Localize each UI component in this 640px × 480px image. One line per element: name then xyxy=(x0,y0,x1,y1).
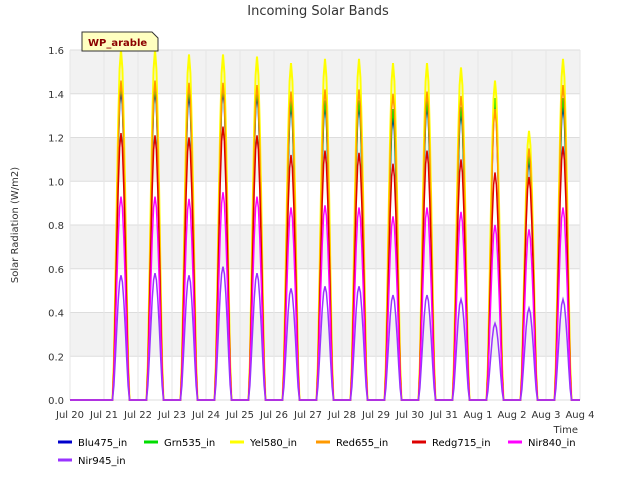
legend-label: Nir945_in xyxy=(78,456,126,467)
grid-band xyxy=(70,312,580,357)
site-badge-label: WP_arable xyxy=(88,38,147,49)
legend-label: Grn535_in xyxy=(164,438,215,449)
y-tick-label: 1.2 xyxy=(48,134,64,145)
x-axis-label: Time xyxy=(553,425,578,436)
series-line-nir945-in xyxy=(70,266,580,401)
series-line-red655-in xyxy=(70,80,580,401)
x-tick-label: Jul 29 xyxy=(361,410,390,421)
chart-title: Incoming Solar Bands xyxy=(247,4,389,19)
x-tick-label: Jul 27 xyxy=(293,410,322,421)
x-tick-label: Jul 22 xyxy=(123,410,152,421)
x-tick-label: Jul 24 xyxy=(191,410,220,421)
x-tick-label: Aug 4 xyxy=(565,410,594,421)
grid-lines xyxy=(69,49,581,401)
y-tick-label: 0.0 xyxy=(48,396,64,407)
y-tick-label: 0.8 xyxy=(48,221,64,232)
site-badge: WP_arable xyxy=(81,31,159,52)
y-tick-label: 0.6 xyxy=(48,265,64,276)
x-tick-label: Aug 3 xyxy=(531,410,560,421)
x-ticks: Jul 20 Jul 21 Jul 22 Jul 23 Jul 24 Jul 25 Jul … xyxy=(55,410,595,421)
y-tick-label: 1.0 xyxy=(48,177,64,188)
y-axis-label: Solar Radiation (W/m2) xyxy=(10,167,21,283)
y-tick-label: 0.2 xyxy=(48,352,64,363)
legend-label: Nir840_in xyxy=(528,438,576,449)
y-tick-label: 1.6 xyxy=(48,46,64,57)
x-tick-label: Jul 30 xyxy=(395,410,424,421)
y-tick-label: 1.4 xyxy=(48,90,64,101)
x-tick-label: Jul 20 xyxy=(55,410,84,421)
x-tick-label: Jul 25 xyxy=(225,410,254,421)
x-tick-label: Jul 23 xyxy=(157,410,186,421)
legend-label: Redg715_in xyxy=(432,438,491,449)
y-tick-label: 0.4 xyxy=(48,309,64,320)
x-tick-label: Aug 1 xyxy=(463,410,492,421)
legend: Blu475_in Grn535_in Yel580_in Red655_in Redg… xyxy=(58,438,576,467)
legend-label: Red655_in xyxy=(336,438,388,449)
x-tick-label: Aug 2 xyxy=(497,410,526,421)
x-tick-label: Jul 26 xyxy=(259,410,288,421)
x-tick-label: Jul 21 xyxy=(89,410,118,421)
series-line-redg715-in xyxy=(70,126,580,401)
series-line-nir840-in xyxy=(70,192,580,401)
legend-label: Blu475_in xyxy=(78,438,127,449)
y-ticks: 0.0 0.2 0.4 0.6 0.8 1.0 1.2 1.4 1.6 xyxy=(48,46,64,407)
x-tick-label: Jul 28 xyxy=(327,410,356,421)
grid-band xyxy=(70,225,580,269)
x-tick-label: Jul 31 xyxy=(429,410,458,421)
grid-band xyxy=(70,137,580,182)
legend-label: Yel580_in xyxy=(249,438,297,449)
